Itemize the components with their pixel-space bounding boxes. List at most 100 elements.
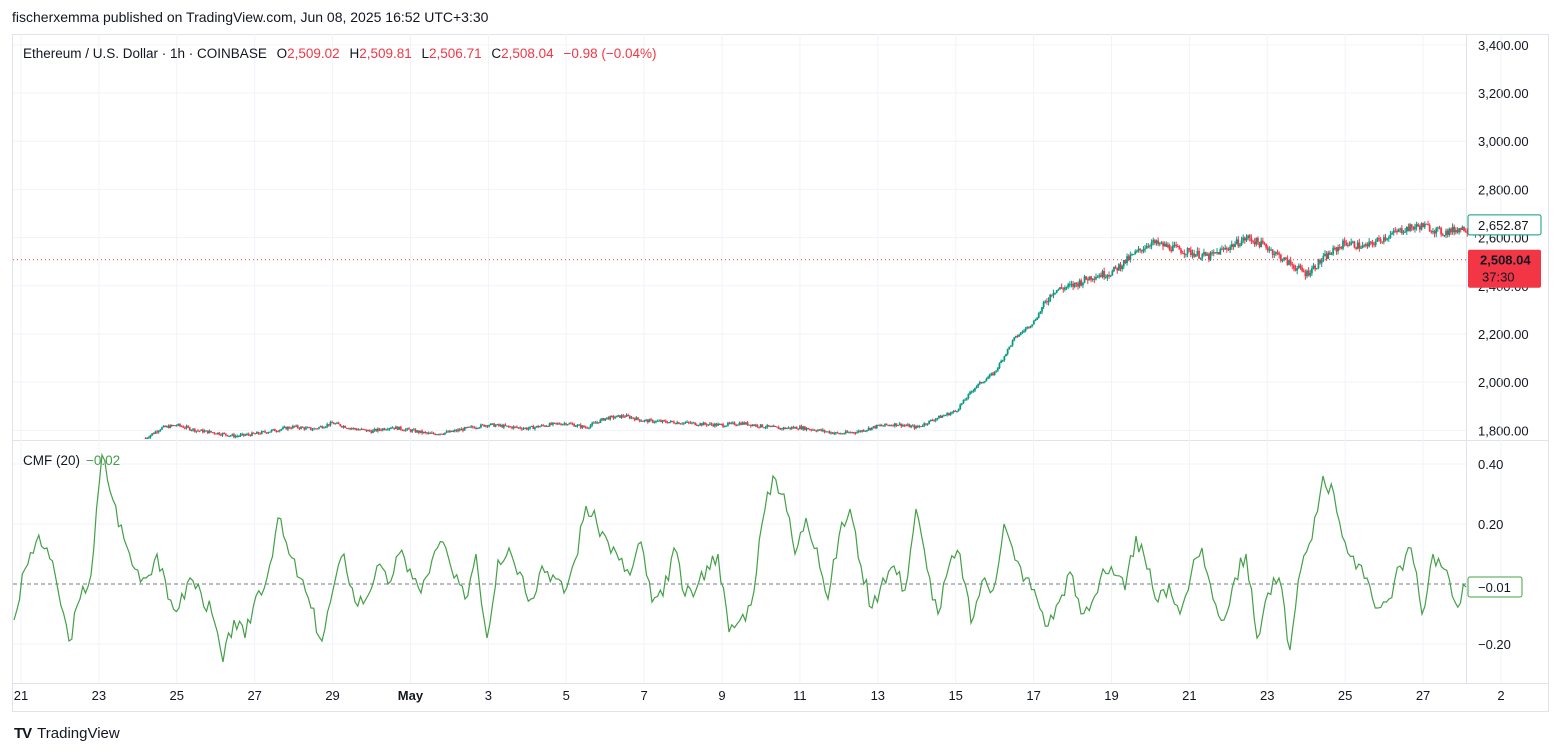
candle-body bbox=[471, 426, 474, 428]
candle-body bbox=[578, 424, 580, 426]
candle-body bbox=[522, 428, 525, 430]
time-tick-label: 21 bbox=[1182, 688, 1196, 703]
candle-body bbox=[658, 420, 661, 422]
candle-body bbox=[731, 422, 734, 424]
candle-body bbox=[774, 426, 777, 428]
candle-body bbox=[612, 416, 615, 419]
low-value: 2,506.71 bbox=[429, 46, 482, 61]
time-tick-label: 3 bbox=[485, 688, 492, 703]
candle-body bbox=[1394, 230, 1397, 232]
candle-body bbox=[463, 427, 466, 431]
candle-body bbox=[789, 427, 792, 429]
candle-body bbox=[918, 426, 921, 428]
candle-body bbox=[334, 423, 337, 425]
candle-body bbox=[161, 427, 163, 430]
candle-body bbox=[610, 416, 613, 418]
candle-body bbox=[177, 423, 180, 426]
candle-body bbox=[1378, 238, 1380, 240]
candle-body bbox=[743, 422, 746, 425]
candle-body bbox=[1099, 275, 1102, 278]
candle-body bbox=[938, 415, 940, 418]
candle-body bbox=[401, 429, 404, 431]
candle-body bbox=[1430, 231, 1433, 233]
candle-body bbox=[1000, 360, 1003, 364]
candle-body bbox=[260, 431, 263, 434]
candle-body bbox=[251, 432, 253, 436]
candle-body bbox=[807, 427, 809, 430]
candle-body bbox=[1014, 335, 1017, 338]
candle-body bbox=[1407, 227, 1410, 231]
candle-body bbox=[1328, 252, 1331, 255]
candle-body bbox=[884, 423, 886, 426]
candle-body bbox=[920, 426, 922, 428]
candle-body bbox=[669, 420, 672, 423]
candle-body bbox=[538, 426, 541, 428]
candle-body bbox=[1005, 353, 1007, 357]
time-tick-label: 25 bbox=[1338, 688, 1352, 703]
candle-body bbox=[995, 370, 998, 372]
time-tick-label: 9 bbox=[718, 688, 725, 703]
candle-body bbox=[602, 418, 605, 421]
candle-body bbox=[1204, 252, 1207, 256]
candle-body bbox=[623, 416, 626, 418]
publisher-line: fischerxemma published on TradingView.co… bbox=[12, 9, 489, 25]
candle-body bbox=[257, 432, 260, 434]
candle-body bbox=[1453, 226, 1456, 233]
candle-body bbox=[882, 425, 885, 427]
candle-body bbox=[722, 424, 724, 427]
candle-body bbox=[682, 422, 685, 424]
candle-body bbox=[355, 428, 358, 430]
cmf-legend[interactable]: CMF (20) −0.02 bbox=[23, 453, 120, 468]
countdown-label: 37:30 bbox=[1482, 270, 1515, 285]
candle-body bbox=[942, 415, 945, 417]
candle-body bbox=[1144, 248, 1146, 250]
candle-body bbox=[357, 429, 360, 431]
candle-body bbox=[1391, 233, 1393, 235]
candle-body bbox=[396, 426, 399, 430]
candle-body bbox=[992, 373, 994, 376]
candle-body bbox=[269, 431, 271, 433]
candle-body bbox=[794, 427, 796, 429]
tradingview-brand[interactable]: TV TradingView bbox=[14, 725, 120, 742]
candle-body bbox=[718, 423, 721, 425]
candle-body bbox=[373, 429, 376, 431]
candle-body bbox=[759, 424, 762, 428]
candle-body bbox=[195, 430, 198, 432]
candle-body bbox=[857, 430, 860, 432]
candle-body bbox=[1098, 275, 1101, 277]
candle-body bbox=[224, 433, 227, 435]
candle-body bbox=[347, 428, 350, 430]
candle-body bbox=[841, 433, 844, 435]
candle-body bbox=[911, 425, 914, 427]
candle-body bbox=[849, 432, 852, 434]
candle-body bbox=[412, 429, 415, 431]
candle-body bbox=[740, 422, 742, 425]
candle-body bbox=[192, 428, 194, 431]
low-label: L bbox=[421, 46, 430, 61]
candle-body bbox=[962, 399, 965, 404]
last-price-label: 2,508.04 bbox=[1480, 253, 1531, 268]
candle-body bbox=[763, 427, 765, 429]
time-tick-label: 17 bbox=[1026, 688, 1040, 703]
candle-body bbox=[300, 426, 302, 429]
candle-body bbox=[1176, 246, 1179, 248]
candle-body bbox=[543, 425, 546, 427]
candle-body bbox=[645, 419, 648, 421]
candle-body bbox=[975, 386, 978, 388]
candle-body bbox=[1216, 251, 1218, 253]
candle-body bbox=[1268, 249, 1271, 251]
candle-body bbox=[810, 429, 813, 431]
candle-body bbox=[1170, 249, 1173, 252]
candle-body bbox=[671, 420, 674, 422]
candle-body bbox=[990, 373, 993, 375]
candle-body bbox=[450, 430, 453, 432]
candle-body bbox=[713, 423, 716, 427]
symbol-title[interactable]: Ethereum / U.S. Dollar · 1h · COINBASE bbox=[23, 46, 267, 61]
candle-body bbox=[208, 430, 211, 434]
candle-body bbox=[1351, 241, 1354, 243]
candle-body bbox=[501, 425, 504, 428]
candle-body bbox=[1459, 228, 1462, 230]
candle-body bbox=[448, 430, 451, 433]
candle-body bbox=[974, 387, 976, 391]
